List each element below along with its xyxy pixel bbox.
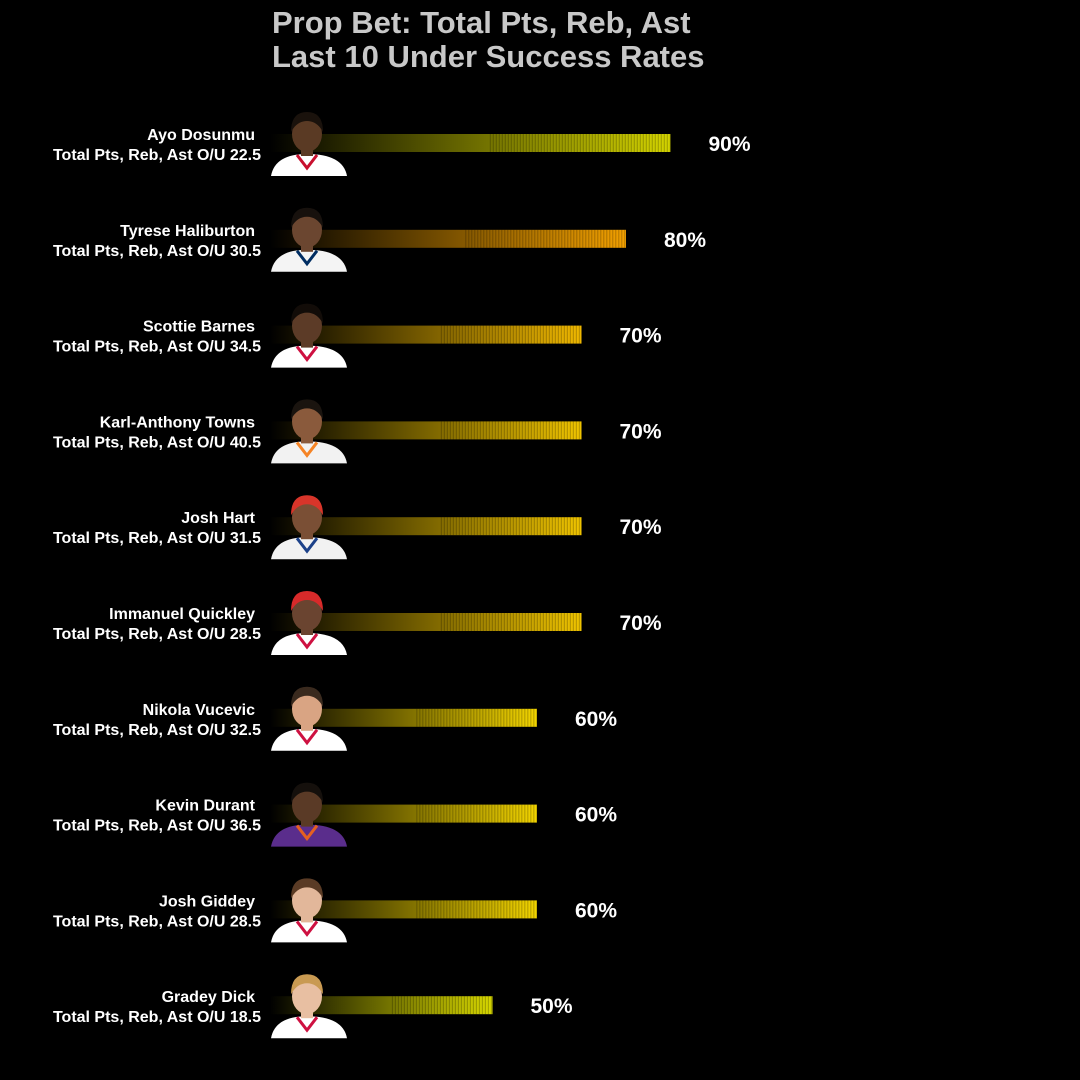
bar	[270, 900, 537, 919]
player-headshot-icon	[271, 495, 347, 560]
bar-row: Josh Hart Total Pts, Reb, Ast O/U 31.5 70%	[53, 495, 662, 560]
player-headshot-icon	[271, 207, 347, 272]
data-label: 70%	[620, 420, 662, 443]
player-name: Tyrese Haliburton	[120, 223, 255, 240]
player-headshot-icon	[271, 974, 347, 1039]
bar-stripes	[416, 900, 538, 919]
data-label: 80%	[664, 229, 706, 252]
prop-line: Total Pts, Reb, Ast O/U 34.5	[53, 339, 261, 356]
bar-stripes	[440, 421, 580, 440]
player-name: Josh Giddey	[159, 893, 255, 910]
player-headshot-icon	[271, 782, 347, 847]
bar-row: Ayo Dosunmu Total Pts, Reb, Ast O/U 22.5 9…	[53, 112, 751, 176]
player-headshot-icon	[271, 112, 347, 176]
prop-line: Total Pts, Reb, Ast O/U 36.5	[53, 818, 261, 835]
player-headshot-icon	[271, 399, 347, 464]
chart-title-line-2: Last 10 Under Success Rates	[272, 39, 705, 74]
bar-row: Karl-Anthony Towns Total Pts, Reb, Ast O/…	[53, 399, 662, 464]
bar	[270, 804, 537, 823]
bar	[270, 517, 582, 536]
prop-line: Total Pts, Reb, Ast O/U 28.5	[53, 626, 261, 643]
player-name: Karl-Anthony Towns	[100, 414, 255, 431]
bar-row: Gradey Dick Total Pts, Reb, Ast O/U 18.5 5…	[53, 974, 573, 1039]
bar-stripes	[416, 804, 538, 823]
player-name: Nikola Vucevic	[143, 702, 255, 719]
player-headshot-icon	[271, 686, 347, 751]
bar-row: Nikola Vucevic Total Pts, Reb, Ast O/U 32…	[53, 686, 617, 751]
player-headshot-icon	[271, 878, 347, 943]
player-headshot-icon	[271, 591, 347, 655]
bar-stripes	[489, 134, 671, 152]
prop-line: Total Pts, Reb, Ast O/U 31.5	[53, 530, 261, 547]
bar-row: Josh Giddey Total Pts, Reb, Ast O/U 28.5 6…	[53, 878, 617, 943]
bar-stripes	[465, 229, 626, 248]
prop-line: Total Pts, Reb, Ast O/U 32.5	[53, 722, 261, 739]
prop-line: Total Pts, Reb, Ast O/U 28.5	[53, 913, 261, 930]
bar-row: Scottie Barnes Total Pts, Reb, Ast O/U 34…	[53, 303, 662, 368]
data-label: 70%	[620, 612, 662, 635]
prop-line: Total Pts, Reb, Ast O/U 30.5	[53, 243, 261, 260]
player-name: Josh Hart	[181, 510, 255, 527]
bar	[270, 708, 537, 727]
bar	[270, 325, 582, 344]
bar-stripes	[440, 325, 580, 344]
data-label: 70%	[620, 325, 662, 348]
data-label: 60%	[575, 708, 617, 731]
chart-title-line-1: Prop Bet: Total Pts, Reb, Ast	[272, 5, 691, 40]
prop-line: Total Pts, Reb, Ast O/U 22.5	[53, 147, 261, 164]
data-label: 50%	[531, 995, 573, 1018]
player-name: Scottie Barnes	[143, 319, 255, 336]
bar-stripes	[391, 996, 492, 1015]
bar	[270, 996, 493, 1015]
prop-line: Total Pts, Reb, Ast O/U 40.5	[53, 434, 261, 451]
player-headshot-icon	[271, 303, 347, 368]
bar	[270, 229, 626, 248]
player-name: Ayo Dosunmu	[147, 127, 255, 144]
data-label: 60%	[575, 804, 617, 827]
data-label: 90%	[709, 133, 751, 156]
bar-row: Tyrese Haliburton Total Pts, Reb, Ast O/U…	[53, 207, 706, 272]
data-label: 70%	[620, 516, 662, 539]
bar-row: Immanuel Quickley Total Pts, Reb, Ast O/U…	[53, 591, 662, 655]
bar	[270, 613, 582, 631]
bar-stripes	[416, 708, 538, 727]
bar	[270, 421, 582, 440]
player-name: Kevin Durant	[155, 798, 255, 815]
chart-title: Prop Bet: Total Pts, Reb, Ast Last 10 Un…	[272, 6, 705, 74]
bar-row: Kevin Durant Total Pts, Reb, Ast O/U 36.5…	[53, 782, 617, 847]
player-name: Gradey Dick	[162, 989, 255, 1006]
player-name: Immanuel Quickley	[109, 606, 255, 623]
bar	[270, 134, 671, 152]
prop-line: Total Pts, Reb, Ast O/U 18.5	[53, 1009, 261, 1026]
bar-stripes	[440, 613, 580, 631]
data-label: 60%	[575, 899, 617, 922]
bar-stripes	[440, 517, 580, 536]
